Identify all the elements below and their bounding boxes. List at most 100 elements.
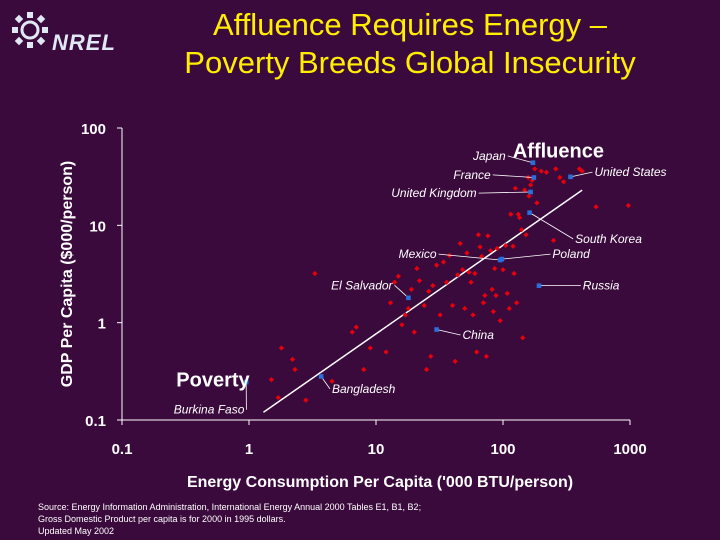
country-label: France	[453, 168, 491, 182]
y-tick-label: 10	[89, 218, 106, 235]
country-point	[361, 366, 367, 373]
country-point	[515, 211, 521, 217]
nrel-logo: NREL	[10, 10, 115, 55]
country-point	[490, 308, 496, 315]
country-point	[508, 211, 514, 217]
highlighted-point	[530, 160, 536, 166]
country-point	[430, 283, 436, 289]
country-point	[391, 279, 398, 285]
country-point	[553, 166, 559, 172]
highlighted-point	[527, 210, 532, 215]
source-line-3: Updated May 2002	[38, 526, 115, 536]
x-tick-label: 1000	[613, 441, 646, 458]
highlighted-point	[318, 374, 324, 379]
country-point	[405, 305, 412, 312]
y-tick-label: 100	[81, 121, 106, 138]
poverty-annotation: Poverty	[176, 369, 250, 391]
country-point	[408, 286, 415, 292]
country-point	[428, 353, 434, 360]
affluence-annotation: Affluence	[513, 141, 604, 163]
country-point	[550, 237, 557, 244]
country-point	[593, 204, 599, 210]
highlighted-point	[568, 174, 573, 180]
country-label: El Salvador	[331, 278, 393, 292]
x-tick-label: 100	[490, 441, 515, 458]
country-point	[483, 353, 489, 360]
country-point	[444, 279, 450, 285]
country-label: Japan	[472, 149, 506, 163]
country-point	[433, 262, 440, 268]
country-point	[292, 366, 298, 373]
country-point	[534, 200, 540, 206]
country-point	[312, 270, 318, 277]
country-point	[532, 166, 538, 172]
country-point	[470, 312, 476, 318]
x-tick-label: 0.1	[112, 441, 133, 458]
country-point	[452, 358, 458, 364]
country-point	[474, 349, 480, 355]
country-point	[353, 324, 359, 330]
source-line-2: Gross Domestic Product per capita is for…	[38, 514, 286, 524]
country-point	[625, 202, 631, 209]
country-point	[411, 329, 417, 335]
leader-line	[570, 171, 593, 178]
country-point	[426, 288, 432, 294]
country-point	[278, 345, 285, 351]
country-point	[503, 242, 509, 249]
country-label: United States	[594, 165, 666, 179]
logo-text: NREL	[52, 30, 116, 55]
country-point	[468, 279, 474, 285]
highlighted-point	[499, 256, 505, 262]
highlighted-point	[406, 295, 411, 301]
country-point	[383, 349, 389, 355]
trend-line	[263, 189, 583, 413]
x-axis-label: Energy Consumption Per Capita ('000 BTU/…	[187, 474, 573, 491]
leader-line	[492, 174, 534, 178]
country-point	[457, 240, 463, 247]
country-point	[464, 250, 470, 256]
country-point	[543, 169, 550, 175]
country-label: China	[463, 328, 495, 342]
country-label: Poland	[552, 247, 590, 261]
leader-line	[436, 329, 461, 336]
title-line-1: Affluence Requires Energy –	[212, 7, 608, 42]
country-point	[497, 318, 503, 324]
country-point	[489, 286, 495, 292]
leader-line	[438, 253, 501, 261]
country-point	[579, 168, 585, 174]
country-point	[289, 356, 296, 362]
country-label: United Kingdom	[391, 186, 476, 200]
leader-line	[501, 253, 551, 260]
country-point	[514, 300, 520, 306]
title-line-2: Poverty Breeds Global Insecurity	[184, 45, 636, 80]
country-point	[268, 377, 274, 383]
highlighted-point	[243, 379, 249, 385]
country-point	[480, 300, 486, 306]
highlighted-point	[531, 175, 537, 180]
country-point	[395, 273, 401, 279]
leader-line	[529, 212, 574, 240]
country-point	[303, 397, 309, 403]
leader-line	[507, 155, 534, 164]
country-point	[494, 245, 500, 251]
country-label: Bangladesh	[332, 382, 396, 396]
country-point	[557, 174, 563, 181]
country-label: Russia	[583, 278, 620, 292]
country-point	[511, 270, 517, 277]
country-point	[275, 394, 281, 401]
country-point	[437, 312, 443, 318]
country-point	[479, 253, 485, 259]
country-point	[449, 302, 456, 309]
highlighted-point	[536, 283, 542, 288]
slide-title: Affluence Requires Energy – Poverty Bree…	[120, 6, 700, 82]
highlighted-point	[434, 327, 439, 332]
country-point	[367, 345, 373, 351]
country-label: Mexico	[399, 247, 437, 261]
x-tick-label: 1	[245, 441, 253, 458]
country-point	[493, 292, 499, 299]
country-point	[387, 300, 394, 306]
country-point	[500, 267, 506, 273]
country-point	[416, 278, 423, 284]
country-point	[475, 232, 481, 238]
country-point	[423, 366, 430, 373]
